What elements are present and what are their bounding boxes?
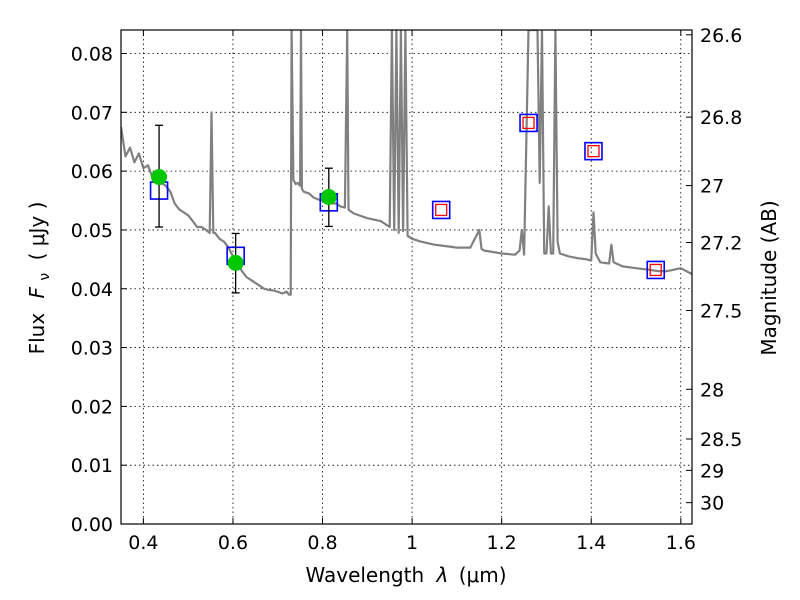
data-points-layer — [149, 113, 666, 294]
axis-ticks: 0.4 0.6 0.8 1 1.2 1.4 1.6 0.00 0.01 0.02 0.03 0.04 0… — [71, 25, 743, 554]
x-tick-label: 1 — [406, 532, 418, 554]
model-band-square — [646, 260, 666, 280]
x-tick-label: 0.4 — [128, 532, 158, 554]
y-tick-label: 0.01 — [71, 455, 113, 477]
y2-tick-label: 29 — [700, 460, 724, 482]
model-band-square — [519, 113, 538, 133]
y-tick-label: 0.07 — [71, 102, 113, 124]
upper-limit-square — [435, 203, 448, 217]
upper-limit-square — [649, 263, 662, 277]
upper-limit-square — [587, 144, 600, 158]
y2-tick-label: 30 — [700, 493, 724, 515]
model-spectrum-line — [121, 30, 692, 296]
observed-point — [320, 189, 337, 206]
y-tick-label: 0.04 — [71, 279, 113, 301]
x-tick-label: 1.2 — [487, 532, 517, 554]
observed-point — [151, 169, 168, 186]
x-tick-label: 1.4 — [576, 532, 606, 554]
model-band-square — [431, 200, 451, 220]
model-spectrum-layer — [121, 30, 692, 296]
model-band-square — [584, 141, 603, 161]
y-tick-label: 0.00 — [71, 514, 113, 536]
y-axis-label: Flux F ν ( μJy ) — [25, 202, 54, 355]
y2-tick-label: 28 — [700, 379, 724, 401]
y2-axis-label: Magnitude (AB) — [757, 200, 781, 355]
y2-tick-label: 26.6 — [700, 25, 742, 47]
y-tick-label: 0.06 — [71, 161, 113, 183]
y-tick-label: 0.02 — [71, 396, 113, 418]
upper-limit-square — [522, 116, 535, 130]
x-tick-label: 0.6 — [218, 532, 248, 554]
x-tick-label: 1.6 — [666, 532, 696, 554]
y2-tick-label: 27 — [700, 176, 724, 198]
y2-tick-label: 28.5 — [700, 429, 742, 451]
y2-tick-label: 27.2 — [700, 233, 742, 255]
y2-tick-label: 27.5 — [700, 300, 742, 322]
x-tick-label: 0.8 — [307, 532, 337, 554]
plot-frame — [120, 29, 693, 525]
observed-point — [227, 254, 244, 271]
y-tick-label: 0.03 — [71, 338, 113, 360]
x-axis-label: Wavelength λ (μm) — [305, 563, 506, 587]
y-tick-label: 0.08 — [71, 44, 113, 66]
y-tick-label: 0.05 — [71, 220, 113, 242]
y2-tick-label: 26.8 — [700, 107, 742, 129]
